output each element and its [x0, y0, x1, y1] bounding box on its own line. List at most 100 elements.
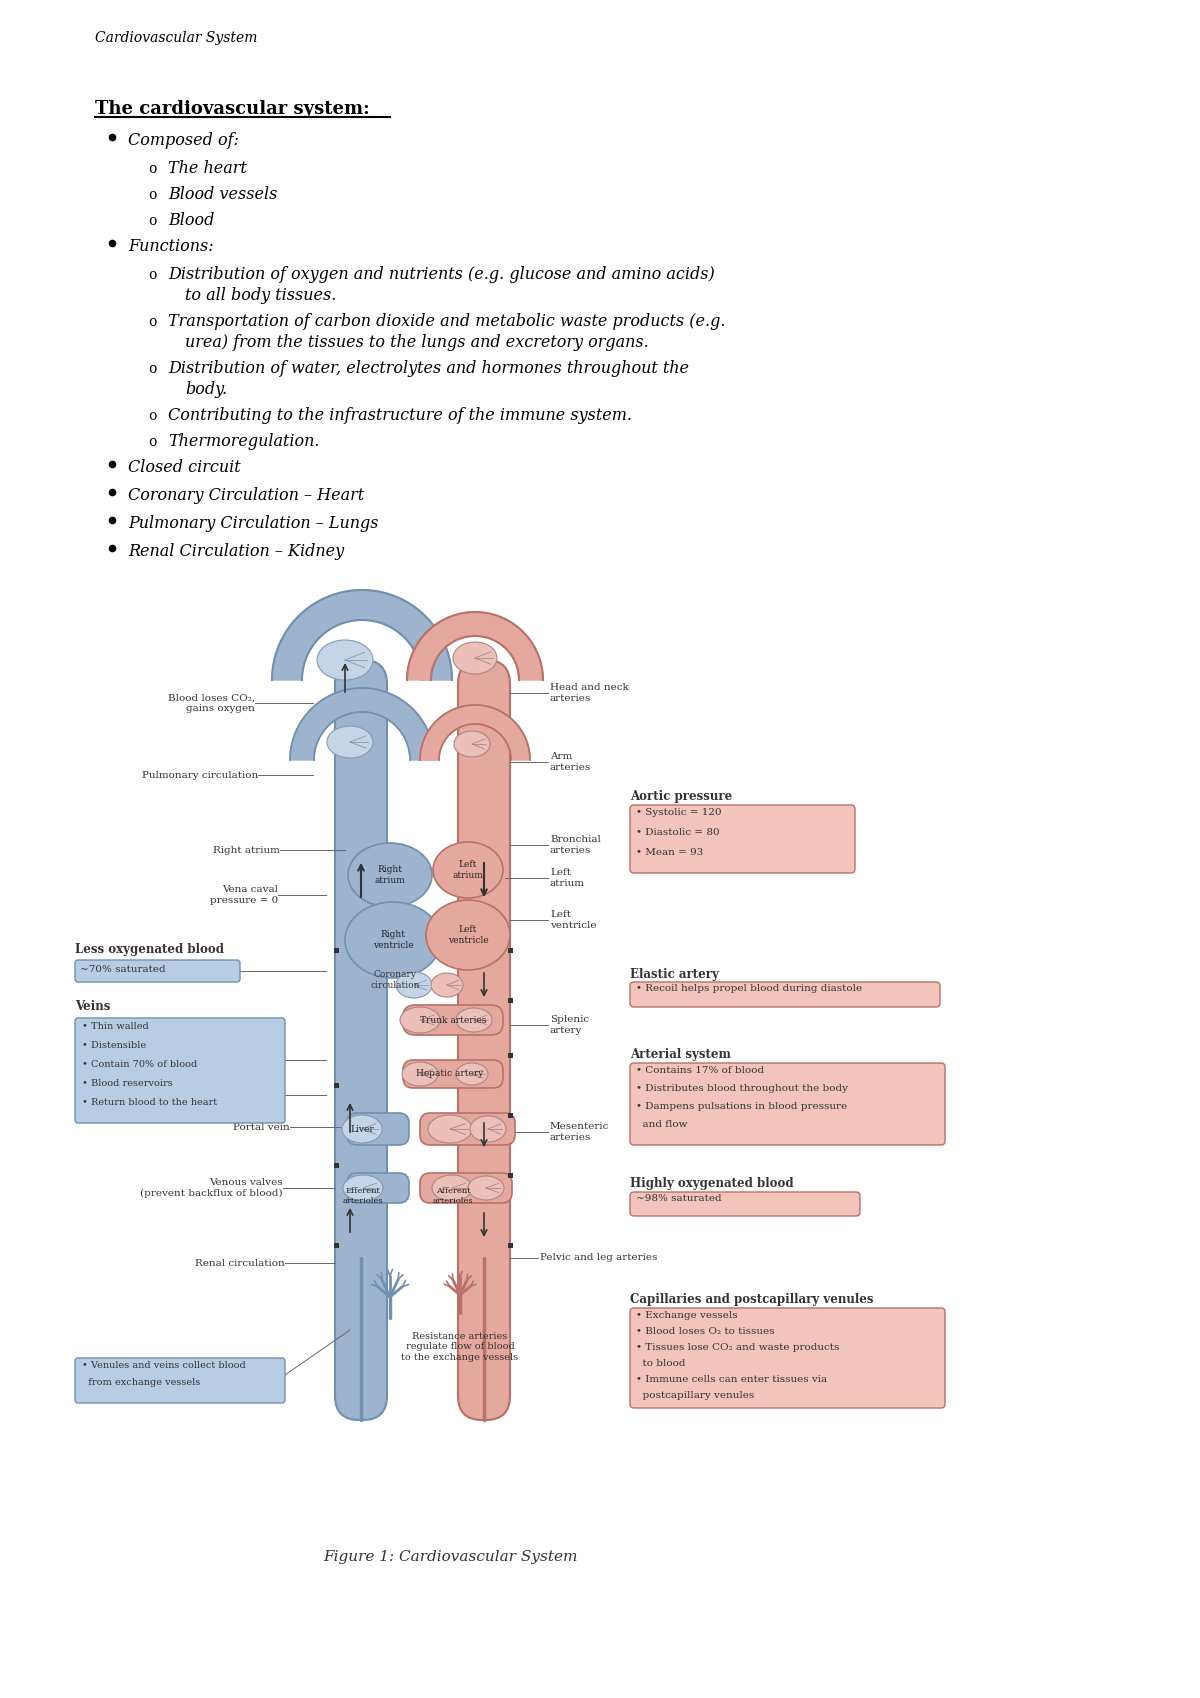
Text: Arm
arteries: Arm arteries — [550, 752, 592, 771]
Bar — [334, 947, 338, 953]
Text: Arterial system: Arterial system — [630, 1048, 731, 1061]
FancyBboxPatch shape — [403, 1005, 503, 1036]
Text: • Return blood to the heart: • Return blood to the heart — [82, 1099, 217, 1107]
Text: Efferent
arterioles: Efferent arterioles — [343, 1187, 383, 1204]
Text: Pulmonary circulation: Pulmonary circulation — [142, 771, 258, 779]
Text: ~70% saturated: ~70% saturated — [80, 964, 166, 975]
Polygon shape — [272, 589, 452, 679]
Text: to blood: to blood — [636, 1358, 685, 1369]
Text: Closed circuit: Closed circuit — [128, 458, 241, 475]
FancyBboxPatch shape — [630, 1063, 946, 1144]
FancyBboxPatch shape — [74, 1358, 286, 1403]
Bar — [508, 1112, 512, 1117]
Text: Right atrium: Right atrium — [214, 846, 280, 854]
Text: Head and neck
arteries: Head and neck arteries — [550, 683, 629, 703]
Text: Blood loses CO₂,
gains oxygen: Blood loses CO₂, gains oxygen — [168, 693, 256, 713]
Text: Blood: Blood — [168, 212, 215, 229]
FancyBboxPatch shape — [630, 981, 940, 1007]
Ellipse shape — [431, 973, 463, 997]
Text: Blood vessels: Blood vessels — [168, 187, 277, 204]
Ellipse shape — [402, 1061, 438, 1087]
Text: The heart: The heart — [168, 160, 247, 177]
FancyBboxPatch shape — [403, 1060, 503, 1088]
Text: Portal vein: Portal vein — [233, 1122, 290, 1131]
Text: Liver: Liver — [350, 1124, 374, 1134]
Text: • Diastolic = 80: • Diastolic = 80 — [636, 829, 720, 837]
Bar — [334, 1083, 338, 1087]
Text: Pulmonary Circulation – Lungs: Pulmonary Circulation – Lungs — [128, 514, 378, 531]
FancyBboxPatch shape — [630, 1192, 860, 1216]
Text: Functions:: Functions: — [128, 238, 214, 255]
Text: Pelvic and leg arteries: Pelvic and leg arteries — [540, 1253, 658, 1263]
Text: from exchange vessels: from exchange vessels — [82, 1379, 200, 1387]
Text: Left
ventricle: Left ventricle — [448, 925, 488, 944]
Text: o: o — [148, 435, 156, 448]
FancyBboxPatch shape — [420, 1112, 515, 1144]
Text: Trunk arteries: Trunk arteries — [420, 1015, 486, 1024]
Text: Veins: Veins — [74, 1000, 110, 1014]
Text: Aortic pressure: Aortic pressure — [630, 790, 732, 803]
Text: postcapillary venules: postcapillary venules — [636, 1391, 755, 1399]
Text: o: o — [148, 214, 156, 228]
FancyBboxPatch shape — [630, 805, 854, 873]
Text: to all body tissues.: to all body tissues. — [185, 287, 336, 304]
Polygon shape — [420, 705, 530, 761]
FancyBboxPatch shape — [420, 1173, 512, 1202]
Ellipse shape — [348, 842, 432, 907]
Text: Thermoregulation.: Thermoregulation. — [168, 433, 319, 450]
Ellipse shape — [343, 1175, 383, 1200]
Ellipse shape — [470, 1116, 506, 1143]
Text: Cardiovascular System: Cardiovascular System — [95, 31, 257, 46]
Ellipse shape — [346, 902, 442, 978]
Text: • Mean = 93: • Mean = 93 — [636, 847, 703, 857]
Text: Bronchial
arteries: Bronchial arteries — [550, 835, 601, 854]
Bar — [508, 997, 512, 1002]
Text: Venous valves
(prevent backflux of blood): Venous valves (prevent backflux of blood… — [140, 1178, 283, 1197]
Ellipse shape — [317, 640, 373, 679]
Text: • Immune cells can enter tissues via: • Immune cells can enter tissues via — [636, 1375, 827, 1384]
Ellipse shape — [468, 1177, 504, 1200]
Text: • Blood reservoirs: • Blood reservoirs — [82, 1078, 173, 1088]
FancyBboxPatch shape — [335, 661, 386, 1420]
FancyBboxPatch shape — [630, 1307, 946, 1408]
Bar — [508, 947, 512, 953]
Text: • Venules and veins collect blood: • Venules and veins collect blood — [82, 1362, 246, 1370]
Ellipse shape — [428, 1116, 472, 1143]
Ellipse shape — [426, 900, 510, 970]
Ellipse shape — [396, 971, 432, 998]
Bar — [334, 1163, 338, 1168]
Text: Left
atrium: Left atrium — [452, 861, 484, 880]
FancyBboxPatch shape — [347, 1112, 409, 1144]
Text: • Contains 17% of blood: • Contains 17% of blood — [636, 1066, 764, 1075]
Text: • Tissues lose CO₂ and waste products: • Tissues lose CO₂ and waste products — [636, 1343, 839, 1352]
Text: • Distensible: • Distensible — [82, 1041, 146, 1049]
Text: • Blood loses O₂ to tissues: • Blood loses O₂ to tissues — [636, 1328, 774, 1336]
Bar — [508, 1243, 512, 1248]
Text: Left
ventricle: Left ventricle — [550, 910, 596, 931]
Text: Left
atrium: Left atrium — [550, 868, 586, 888]
Text: Composed of:: Composed of: — [128, 132, 239, 149]
Text: o: o — [148, 161, 156, 177]
Text: Right
atrium: Right atrium — [374, 866, 406, 885]
Text: Renal circulation: Renal circulation — [196, 1258, 286, 1267]
Text: Right
ventricle: Right ventricle — [373, 931, 413, 949]
Text: Contributing to the infrastructure of the immune system.: Contributing to the infrastructure of th… — [168, 408, 632, 424]
Text: Capillaries and postcapillary venules: Capillaries and postcapillary venules — [630, 1292, 874, 1306]
Text: Vena caval
pressure = 0: Vena caval pressure = 0 — [210, 885, 278, 905]
Text: Mesenteric
arteries: Mesenteric arteries — [550, 1122, 610, 1141]
Text: Afferent
arterioles: Afferent arterioles — [433, 1187, 473, 1204]
Text: Coronary
circulation: Coronary circulation — [371, 970, 420, 990]
Text: • Dampens pulsations in blood pressure: • Dampens pulsations in blood pressure — [636, 1102, 847, 1110]
Text: o: o — [148, 188, 156, 202]
Text: Highly oxygenated blood: Highly oxygenated blood — [630, 1177, 793, 1190]
Ellipse shape — [456, 1063, 488, 1085]
Text: Renal Circulation – Kidney: Renal Circulation – Kidney — [128, 543, 344, 560]
Ellipse shape — [432, 1175, 472, 1200]
Text: and flow: and flow — [636, 1121, 688, 1129]
Bar — [508, 1053, 512, 1058]
Text: The cardiovascular system:: The cardiovascular system: — [95, 100, 370, 117]
Text: • Contain 70% of blood: • Contain 70% of blood — [82, 1060, 197, 1070]
Text: • Exchange vessels: • Exchange vessels — [636, 1311, 738, 1319]
Text: Distribution of water, electrolytes and hormones throughout the: Distribution of water, electrolytes and … — [168, 360, 689, 377]
Ellipse shape — [400, 1007, 440, 1032]
